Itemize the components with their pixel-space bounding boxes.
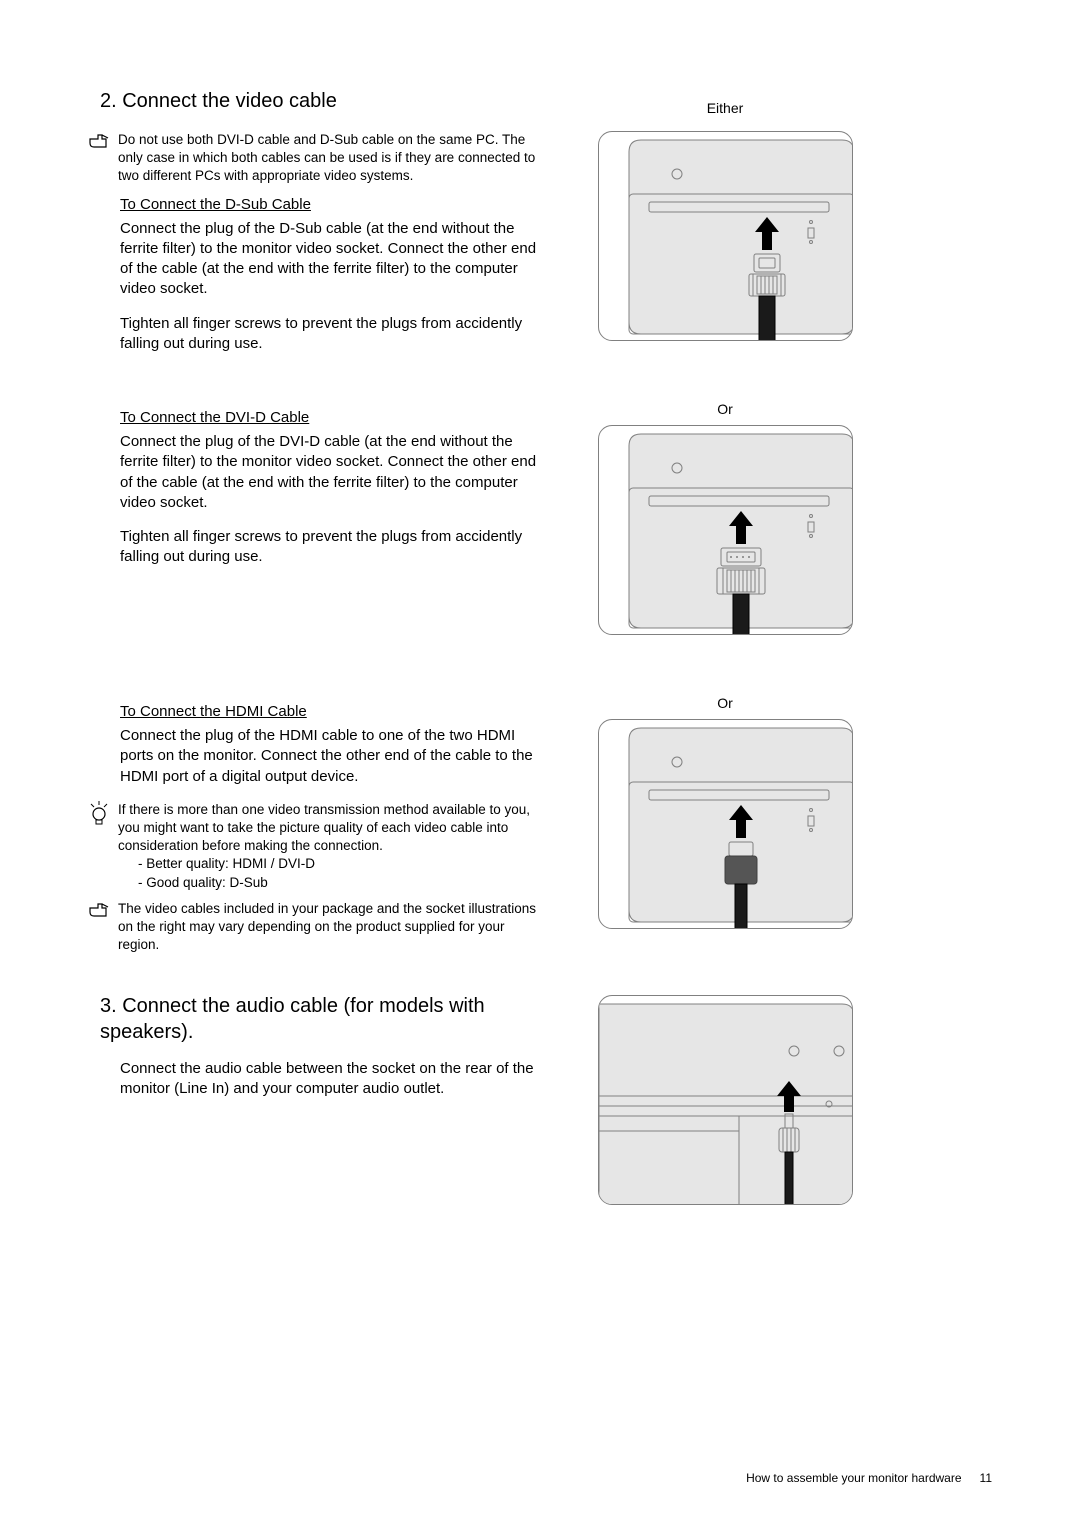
footer-text: How to assemble your monitor hardware [746,1471,961,1485]
dsub-p2: Tighten all finger screws to prevent the… [120,314,540,355]
section3-title: 3. Connect the audio cable (for models w… [100,993,540,1045]
dvid-p1: Connect the plug of the DVI-D cable (at … [120,432,540,513]
dvid-p2: Tighten all finger screws to prevent the… [120,527,540,568]
tip-li1: - Better quality: HDMI / DVI-D [138,855,540,873]
label-or2: Or [717,695,733,711]
hand-note-icon [88,133,110,186]
lightbulb-tip-icon [88,801,110,892]
label-or1: Or [717,401,733,417]
section2-title: 2. Connect the video cable [100,90,540,113]
dsub-p1: Connect the plug of the D-Sub cable (at … [120,219,540,300]
dsub-heading: To Connect the D-Sub Cable [120,196,540,213]
warning1-text: Do not use both DVI-D cable and D-Sub ca… [118,131,540,186]
hdmi-heading: To Connect the HDMI Cable [120,703,540,720]
dvid-heading: To Connect the DVI-D Cable [120,409,540,426]
hand-note-icon [88,902,110,955]
tip-text: If there is more than one video transmis… [118,801,540,856]
page-number: 11 [980,1471,992,1485]
diagram-audio [598,995,853,1205]
tip-li2: - Good quality: D-Sub [138,874,540,892]
hdmi-p1: Connect the plug of the HDMI cable to on… [120,726,540,787]
section3-p1: Connect the audio cable between the sock… [120,1059,540,1100]
label-either: Either [707,100,744,116]
diagram-dsub [598,131,853,341]
warning2-text: The video cables included in your packag… [118,900,540,955]
page-footer: How to assemble your monitor hardware 11 [746,1471,992,1485]
diagram-dvid [598,425,853,635]
diagram-hdmi [598,719,853,929]
